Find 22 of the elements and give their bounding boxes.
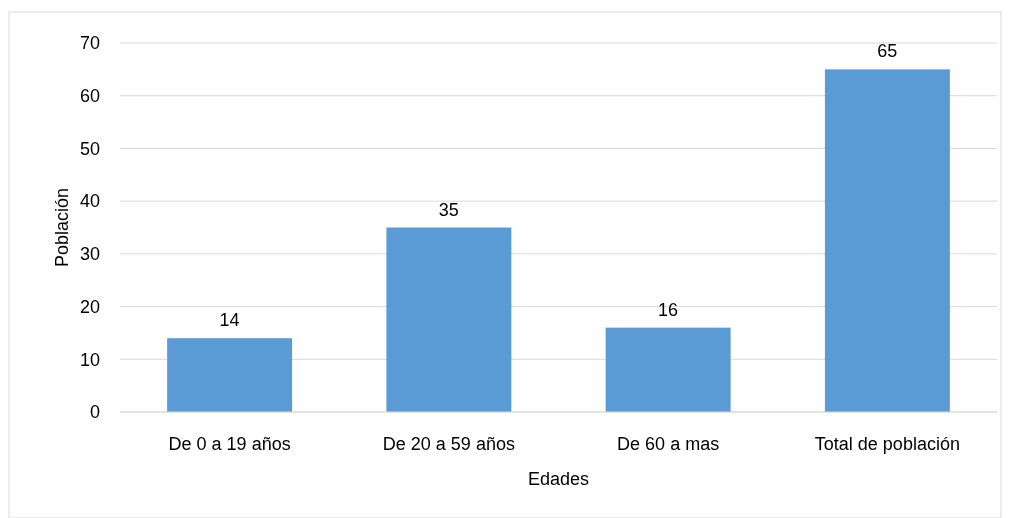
y-tick-label: 10 (79, 349, 100, 370)
data-label: 65 (877, 41, 898, 62)
bar (386, 227, 512, 412)
data-label: 16 (658, 299, 679, 320)
y-axis-title: Población (52, 187, 72, 268)
x-axis-title: Edades (527, 469, 590, 489)
data-label: 14 (219, 310, 240, 331)
bar (824, 69, 950, 412)
y-tick-label: 50 (79, 138, 100, 159)
bar (167, 338, 293, 412)
x-tick-label: Total de población (814, 434, 960, 454)
y-tick-label: 20 (79, 296, 100, 317)
data-label: 35 (438, 199, 459, 220)
x-tick-label: De 0 a 19 años (168, 434, 291, 454)
x-tick-label: De 60 a mas (617, 434, 720, 454)
y-tick-label: 40 (79, 191, 100, 212)
bar (605, 327, 731, 412)
y-tick-label: 30 (79, 244, 100, 265)
y-tick-label: 70 (79, 33, 100, 54)
y-tick-label: 60 (79, 86, 100, 107)
y-tick-label: 0 (89, 402, 100, 423)
x-tick-label: De 20 a 59 años (382, 434, 515, 454)
